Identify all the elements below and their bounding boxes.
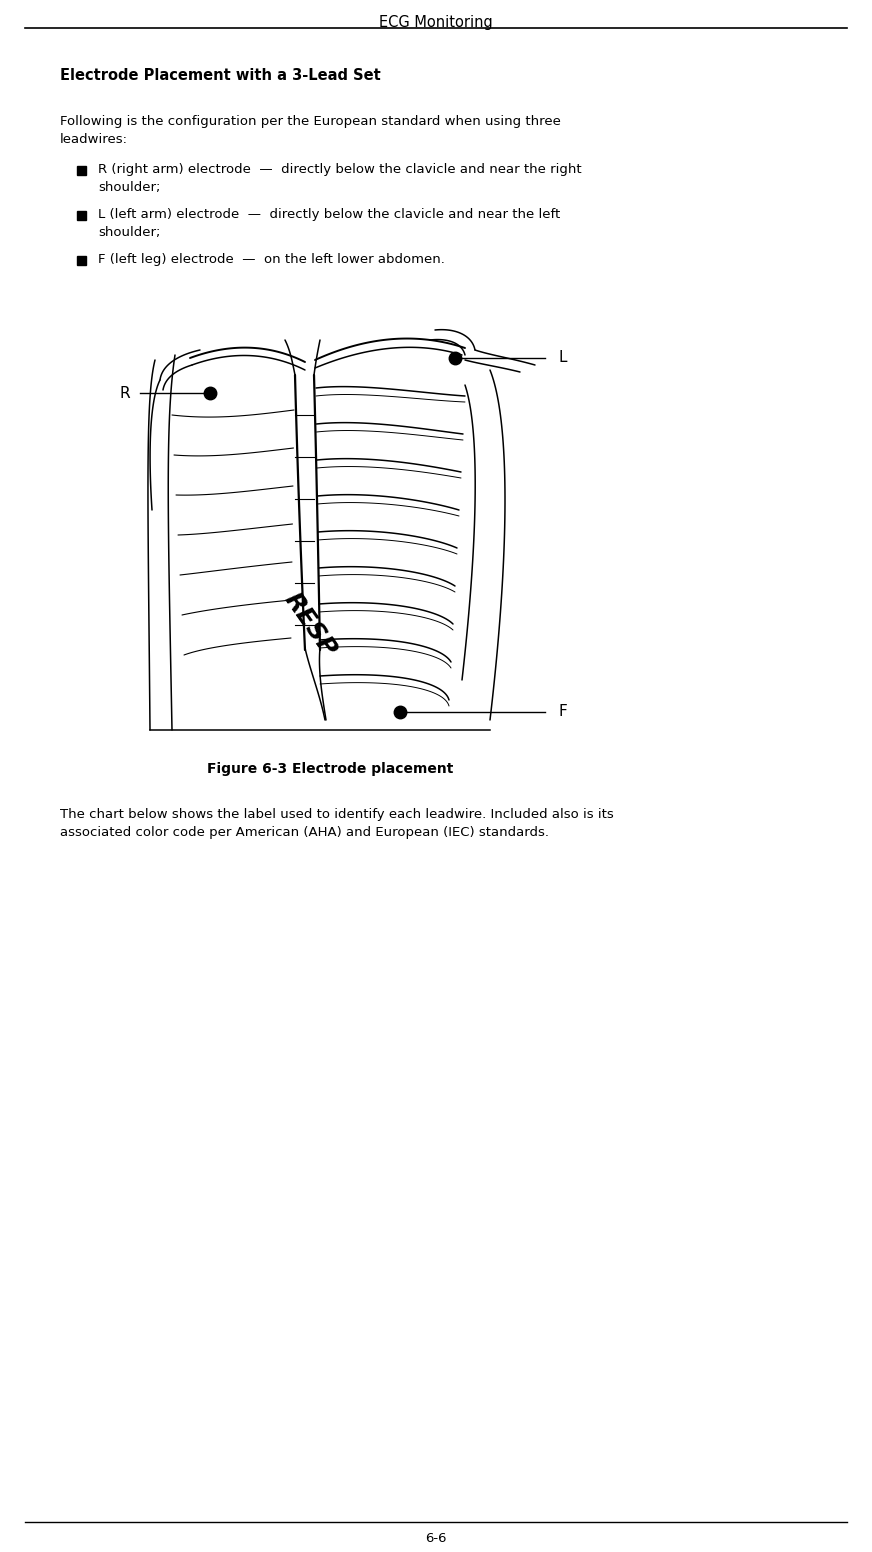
Bar xyxy=(77,256,86,265)
Text: shoulder;: shoulder; xyxy=(98,227,160,239)
Text: L: L xyxy=(558,351,567,366)
Text: L (left arm) electrode  —  directly below the clavicle and near the left: L (left arm) electrode — directly below … xyxy=(98,208,560,220)
Text: F (left leg) electrode  —  on the left lower abdomen.: F (left leg) electrode — on the left low… xyxy=(98,253,445,265)
Bar xyxy=(77,166,86,175)
Text: associated color code per American (AHA) and European (IEC) standards.: associated color code per American (AHA)… xyxy=(60,826,549,840)
Bar xyxy=(77,211,86,220)
Text: Figure 6-3 Electrode placement: Figure 6-3 Electrode placement xyxy=(207,762,453,776)
Text: RESP: RESP xyxy=(279,588,341,661)
Text: shoulder;: shoulder; xyxy=(98,182,160,194)
Text: R: R xyxy=(119,385,130,400)
Text: ECG Monitoring: ECG Monitoring xyxy=(379,16,493,29)
Text: Electrode Placement with a 3-Lead Set: Electrode Placement with a 3-Lead Set xyxy=(60,68,381,82)
Text: Following is the configuration per the European standard when using three: Following is the configuration per the E… xyxy=(60,115,561,127)
Text: The chart below shows the label used to identify each leadwire. Included also is: The chart below shows the label used to … xyxy=(60,809,614,821)
Text: 6-6: 6-6 xyxy=(426,1532,446,1544)
Text: F: F xyxy=(558,705,567,720)
Text: R (right arm) electrode  —  directly below the clavicle and near the right: R (right arm) electrode — directly below… xyxy=(98,163,582,175)
Text: leadwires:: leadwires: xyxy=(60,133,128,146)
